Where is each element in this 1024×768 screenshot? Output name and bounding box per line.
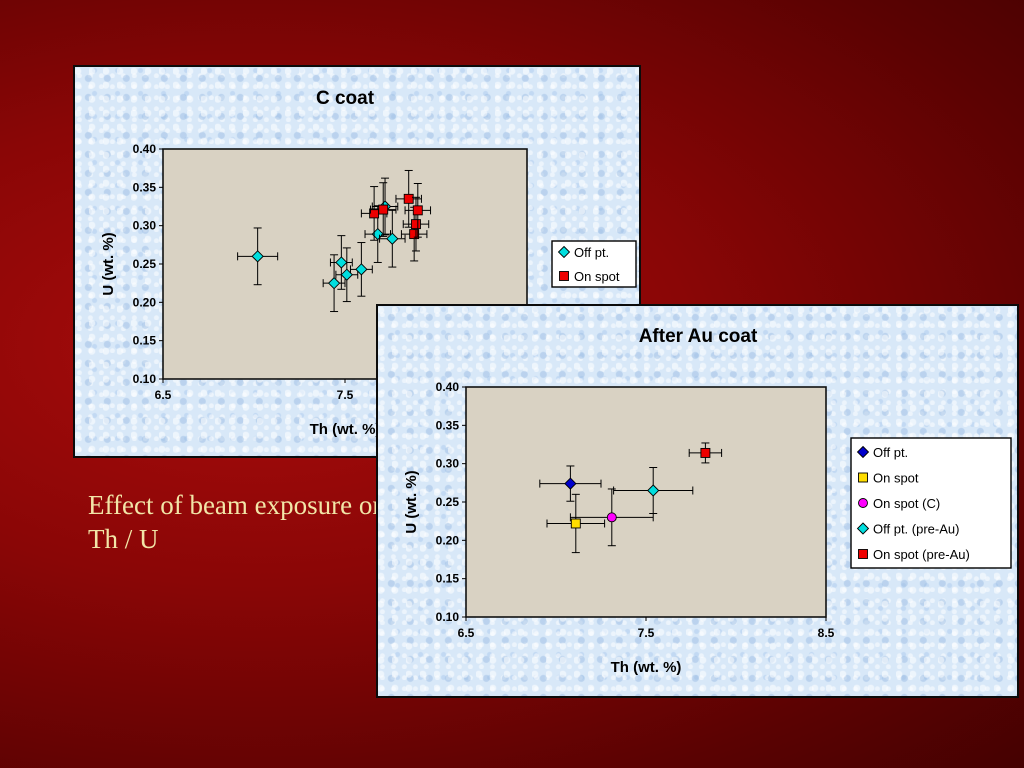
data-point <box>386 232 399 245</box>
legend-marker <box>856 522 870 535</box>
legend-marker <box>858 549 868 559</box>
legend-marker <box>856 445 870 459</box>
data-point <box>647 484 660 497</box>
after-au-plot-area <box>465 386 827 618</box>
legend-label: On spot (pre-Au) <box>873 547 970 562</box>
y-tick-label: 0.10 <box>133 372 157 386</box>
data-point <box>570 518 581 529</box>
x-tick-label: 7.5 <box>638 626 655 640</box>
y-tick-label: 0.35 <box>436 418 460 432</box>
legend-marker <box>858 472 868 483</box>
y-tick-label: 0.30 <box>133 219 157 233</box>
y-tick-label: 0.25 <box>133 257 157 271</box>
legend-label: Off pt. (pre-Au) <box>873 522 959 537</box>
y-tick-label: 0.20 <box>436 533 460 547</box>
y-tick-label: 0.15 <box>133 334 157 348</box>
after-au-y-axis-label: U (wt. %) <box>403 470 420 533</box>
legend-label: On spot <box>574 269 620 284</box>
x-tick-label: 8.5 <box>818 626 835 640</box>
after-au-title: After Au coat <box>639 326 758 347</box>
y-tick-label: 0.15 <box>436 572 460 586</box>
data-point <box>409 229 420 240</box>
legend-marker <box>858 498 868 508</box>
y-tick-label: 0.10 <box>436 610 460 624</box>
chart-after-au-coat: After Au coat 0.10 0.15 0.20 0.25 0.30 0.35 0.4… <box>403 326 1012 676</box>
data-point <box>251 250 264 263</box>
data-point <box>355 263 368 276</box>
legend-label: On spot <box>873 471 919 486</box>
data-point <box>411 219 421 230</box>
y-tick-label: 0.40 <box>133 142 157 156</box>
data-point <box>700 447 711 458</box>
chart-panel-c-coat: C coat 0.10 0.15 0.20 0.25 0.30 0.35 0.40 6.5 7.5… <box>73 65 641 458</box>
data-point <box>564 477 577 490</box>
data-point <box>327 277 341 290</box>
data-point <box>378 204 389 215</box>
chart-panel-after-au-coat: After Au coat 0.10 0.15 0.20 0.25 0.30 0.35 0.4… <box>376 304 1019 698</box>
c-coat-y-axis-label: U (wt. %) <box>100 232 117 295</box>
slide-caption: Effect of beam exposure on Th / U <box>88 490 386 554</box>
c-coat-x-axis-label: Th (wt. %) <box>310 421 381 438</box>
after-au-x-axis-label: Th (wt. %) <box>611 659 682 676</box>
x-tick-label: 6.5 <box>458 626 475 640</box>
y-tick-label: 0.35 <box>133 180 157 194</box>
legend-label: Off pt. <box>873 445 908 460</box>
data-point <box>403 193 414 204</box>
data-point <box>412 205 423 216</box>
after-au-legend <box>850 437 1012 569</box>
x-tick-label: 7.5 <box>337 388 354 402</box>
data-point <box>606 512 617 523</box>
y-tick-label: 0.40 <box>436 380 460 394</box>
legend-marker <box>559 271 569 281</box>
c-coat-title: C coat <box>316 88 375 109</box>
legend-label: Off pt. <box>574 245 609 260</box>
legend-marker <box>557 245 571 259</box>
data-point <box>335 256 348 269</box>
y-tick-label: 0.25 <box>436 495 460 509</box>
y-tick-label: 0.30 <box>436 457 460 471</box>
legend-label: On spot (C) <box>873 496 940 511</box>
y-tick-label: 0.20 <box>133 295 157 309</box>
x-tick-label: 6.5 <box>155 388 172 402</box>
